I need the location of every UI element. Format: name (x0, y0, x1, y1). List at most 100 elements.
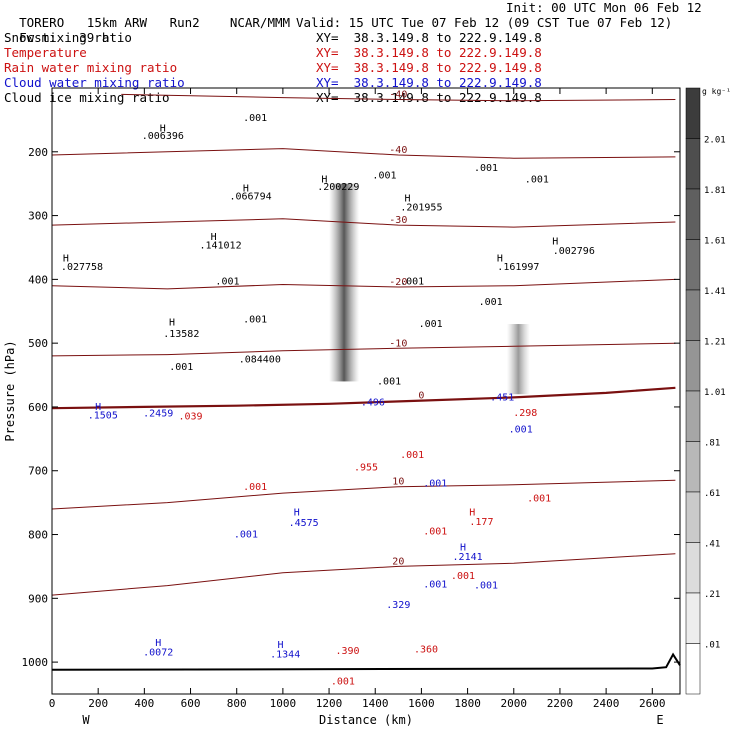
cloud-water-label: .1505 (88, 410, 118, 421)
x-tick-label: 400 (134, 697, 154, 710)
field-cloud-water-xy: XY= 38.3.149.8 to 222.9.149.8 (316, 75, 542, 90)
rain-label: .177 (469, 517, 493, 528)
colorbar: 2.01 1.81 1.61 1.41 1.21 1.01 .81 .61 .41 .21 .01 g… (685, 87, 731, 695)
snow-ice-label: H (552, 236, 558, 247)
snow-ice-label: .001 (215, 276, 239, 287)
y-tick-label: 400 (28, 273, 48, 286)
snow-ice-label: .200229 (317, 182, 359, 193)
cloud-water-label: .001 (234, 530, 258, 541)
x-tick-label: 1600 (408, 697, 435, 710)
snow-ice-label: .001 (525, 174, 549, 185)
snow-ice-label: .001 (372, 171, 396, 182)
colorbar-label: .01 (704, 641, 720, 651)
snow-ice-label: .141012 (199, 241, 241, 252)
isotherm-label: -30 (389, 215, 407, 226)
y-tick-label: 200 (28, 146, 48, 159)
field-rain: Rain water mixing ratio (4, 60, 178, 75)
y-tick-label: 800 (28, 529, 48, 542)
snow-ice-label: .001 (169, 362, 193, 373)
colorbar-segment (685, 239, 701, 291)
y-tick-label: 300 (28, 210, 48, 223)
model-org: NCAR/MMM (229, 15, 291, 30)
isotherm-line (51, 479, 676, 510)
colorbar-label: 1.81 (704, 186, 726, 196)
colorbar-segment (685, 643, 701, 695)
cloud-water-label: .001 (423, 579, 447, 590)
cloud-water-label: H (278, 640, 284, 651)
model-run: Run2 (169, 15, 200, 30)
colorbar-label: 2.01 (704, 136, 726, 146)
cloud-water-label: .1344 (270, 650, 300, 661)
cloud-water-label: .496 (361, 398, 385, 409)
x-tick-label: 1000 (270, 697, 297, 710)
east-label: E (656, 713, 663, 727)
cloud-water-label: .329 (386, 600, 410, 611)
snow-ice-label: H (321, 174, 327, 185)
isotherm-label: 20 (392, 556, 404, 567)
rain-label: .360 (414, 645, 438, 656)
x-tick-label: 600 (181, 697, 201, 710)
colorbar-label: 1.61 (704, 237, 726, 247)
isotherm-label: -40 (389, 89, 407, 100)
y-tick-label: 700 (28, 465, 48, 478)
cloud-water-label: .001 (474, 581, 498, 592)
x-tick-label: 2200 (547, 697, 574, 710)
field-rain-xy: XY= 38.3.149.8 to 222.9.149.8 (316, 60, 542, 75)
snow-ice-label: .001 (400, 276, 424, 287)
colorbar-label: .41 (704, 540, 720, 550)
snow-ice-label: .066794 (229, 192, 271, 203)
rain-label: .039 (178, 412, 202, 423)
snow-ice-label: H (405, 194, 411, 205)
model-name: TORERO (19, 15, 65, 30)
snow-shading-east (506, 324, 530, 395)
field-temperature: Temperature (4, 45, 87, 60)
isotherm-label: 0 (418, 391, 424, 402)
rain-label: H (469, 507, 475, 518)
cloud-water-label: .0072 (143, 648, 173, 659)
rain-label: .001 (400, 450, 424, 461)
colorbar-label: .61 (704, 489, 720, 499)
rain-label: .001 (451, 571, 475, 582)
y-tick-label: 900 (28, 592, 48, 605)
rain-label: .001 (423, 527, 447, 538)
colorbar-label: 1.21 (704, 338, 726, 348)
colorbar-segment (685, 441, 701, 493)
cloud-water-label: H (460, 542, 466, 553)
isotherm-label: 10 (392, 477, 404, 488)
isotherm-line (51, 386, 676, 410)
snow-ice-label: .13582 (163, 329, 199, 340)
fcst-hours: 39 h (79, 30, 110, 45)
snow-ice-label: H (243, 183, 249, 194)
colorbar-segment (685, 289, 701, 341)
header-init: Init: 00 UTC Mon 06 Feb 12 (506, 0, 702, 15)
x-tick-label: 0 (49, 697, 56, 710)
isotherm-line (51, 342, 676, 357)
colorbar-segment (685, 491, 701, 543)
cloud-water-label: .001 (423, 479, 447, 490)
snow-ice-label: H (63, 254, 69, 265)
colorbar-label: 1.41 (704, 287, 726, 297)
snow-ice-label: .006396 (142, 131, 184, 142)
colorbar-segment (685, 542, 701, 594)
y-axis-label: Pressure (hPa) (3, 340, 17, 441)
isotherm-label: -40 (389, 145, 407, 156)
snow-shading-main (329, 183, 360, 382)
snow-ice-label: .001 (377, 377, 401, 388)
field-cloud-ice: Cloud ice mixing ratio (4, 90, 170, 105)
snow-ice-label: .001 (243, 315, 267, 326)
isotherm-line (121, 93, 676, 102)
snow-ice-label: .161997 (497, 262, 539, 273)
y-tick-label: 500 (28, 337, 48, 350)
cloud-water-label: .2459 (143, 409, 173, 420)
cloud-water-label: H (95, 402, 101, 413)
colorbar-label: 1.01 (704, 388, 726, 398)
x-tick-label: 2400 (593, 697, 620, 710)
y-tick-label: 1000 (22, 656, 49, 669)
x-tick-label: 2600 (639, 697, 666, 710)
x-tick-label: 800 (227, 697, 247, 710)
x-tick-label: 200 (88, 697, 108, 710)
snow-ice-label: H (160, 123, 166, 134)
snow-ice-label: .001 (243, 113, 267, 124)
snow-ice-label: .002796 (553, 246, 595, 257)
